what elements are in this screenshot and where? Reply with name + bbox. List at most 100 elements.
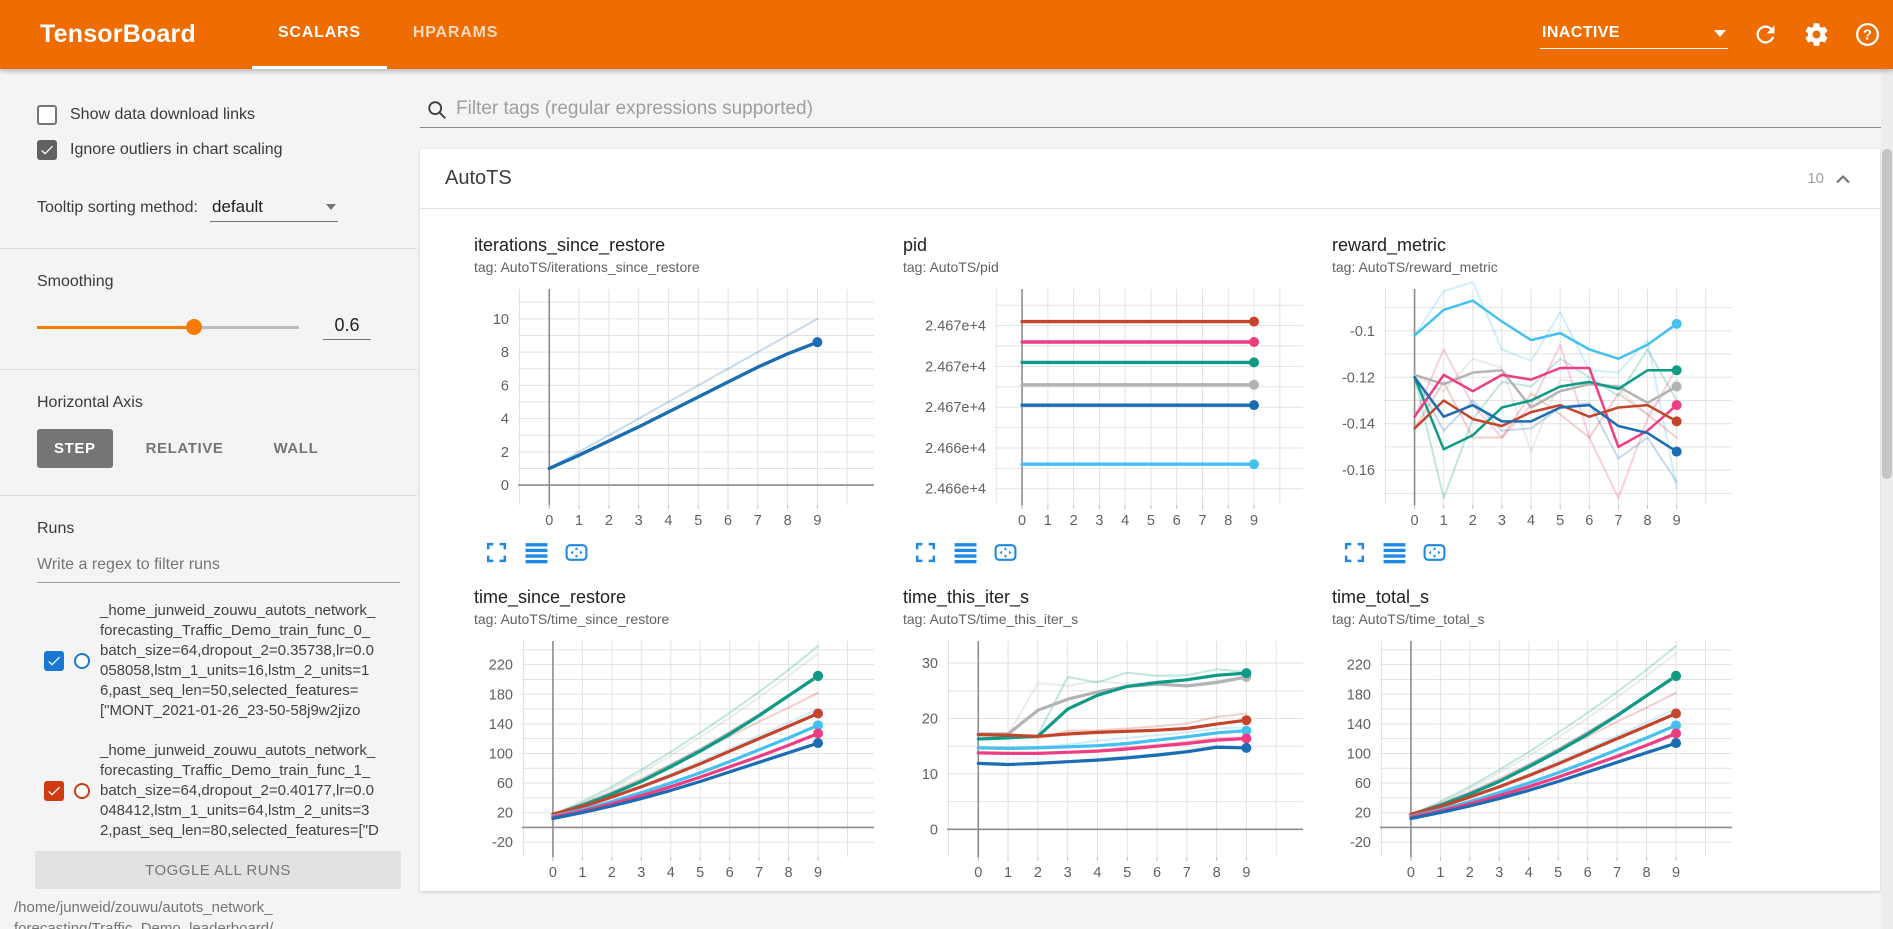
fullscreen-button-icon[interactable]: [913, 540, 938, 565]
run-filter-input[interactable]: [37, 552, 400, 583]
svg-text:5: 5: [1147, 513, 1155, 529]
svg-text:7: 7: [1183, 865, 1191, 881]
svg-text:4: 4: [501, 412, 509, 428]
fullscreen-button-icon[interactable]: [1342, 540, 1367, 565]
tab-scalars[interactable]: SCALARS: [251, 0, 387, 69]
svg-text:100: 100: [489, 746, 513, 762]
horizontal-axis-label: Horizontal Axis: [37, 394, 143, 411]
svg-text:-0.16: -0.16: [1342, 463, 1375, 479]
divider: [0, 369, 417, 370]
svg-text:1: 1: [1440, 513, 1448, 529]
svg-text:3: 3: [635, 513, 643, 529]
runs-table-button-icon[interactable]: [524, 540, 549, 565]
run-radio[interactable]: [74, 783, 90, 799]
svg-text:8: 8: [1643, 865, 1651, 881]
svg-text:2: 2: [1070, 513, 1078, 529]
app-title: TensorBoard: [40, 20, 196, 48]
chart-plot-time_since_restore[interactable]: 220 180 140 100 60 20 -20 0 1 2 3 4 5 6 7 8 9: [474, 633, 880, 883]
tooltip-sorting-select[interactable]: default: [209, 195, 338, 222]
checkbox-checked-icon[interactable]: [37, 140, 57, 160]
chart-plot-pid[interactable]: 2.467e+4 2.467e+4 2.467e+4 2.466e+4 2.466e+4…: [903, 281, 1309, 531]
svg-text:9: 9: [1673, 513, 1681, 529]
settings-sidebar: Show data download links Ignore outliers…: [0, 69, 417, 929]
axis-wall-button[interactable]: WALL: [273, 439, 319, 457]
checkbox-label: Ignore outliers in chart scaling: [70, 141, 283, 158]
runs-table-button-icon[interactable]: [1382, 540, 1407, 565]
svg-text:4: 4: [1121, 513, 1129, 529]
chart-pid: pid tag: AutoTS/pid 2.467e+4 2.467e+4 2.467e…: [893, 235, 1322, 565]
svg-text:4: 4: [667, 865, 675, 881]
checkbox-unchecked-icon[interactable]: [37, 105, 57, 125]
tag-filter-input[interactable]: [456, 96, 1873, 122]
svg-text:7: 7: [1613, 865, 1621, 881]
runs-table-button-icon[interactable]: [953, 540, 978, 565]
chart-plot-time_this_iter_s[interactable]: 30 20 10 0 0 1 2 3 4 5 6 7 8 9: [903, 633, 1309, 883]
smoothing-value-input[interactable]: 0.6: [323, 315, 371, 340]
chart-time_total_s: time_total_s tag: AutoTS/time_total_s 220 1…: [1322, 587, 1751, 891]
fit-domain-button-icon[interactable]: [564, 540, 589, 565]
axis-relative-button[interactable]: RELATIVE: [145, 439, 224, 457]
vertical-scrollbar[interactable]: [1881, 69, 1893, 929]
svg-text:6: 6: [501, 378, 509, 394]
checkbox-label: Show data download links: [70, 106, 256, 123]
svg-text:9: 9: [1242, 865, 1250, 881]
run-checkbox[interactable]: [44, 781, 64, 801]
svg-text:7: 7: [1614, 513, 1622, 529]
chart-title: pid: [903, 235, 928, 255]
log-directory-path: /home/junweid/zouwu/autots_network_ forec…: [14, 899, 274, 929]
svg-text:60: 60: [1355, 776, 1371, 792]
svg-text:?: ?: [1863, 28, 1872, 44]
smoothing-slider[interactable]: [37, 312, 299, 342]
chart-tag: tag: AutoTS/time_since_restore: [474, 611, 670, 627]
settings-gear-icon[interactable]: [1803, 21, 1830, 48]
chart-plot-iterations_since_restore[interactable]: 0 2 4 6 8 10 0 1 2 3 4 5 6 7 8 9: [474, 281, 880, 531]
svg-text:-20: -20: [492, 835, 513, 851]
fit-domain-button-icon[interactable]: [993, 540, 1018, 565]
svg-text:2: 2: [1466, 865, 1474, 881]
svg-text:2: 2: [608, 865, 616, 881]
axis-step-button[interactable]: STEP: [37, 428, 113, 468]
chart-title: reward_metric: [1332, 235, 1447, 255]
chart-plot-reward_metric[interactable]: -0.1 -0.12 -0.14 -0.16 0 1 2 3 4 5 6 7 8 9: [1332, 281, 1738, 531]
refresh-icon[interactable]: [1752, 21, 1779, 48]
fullscreen-button-icon[interactable]: [484, 540, 509, 565]
svg-text:9: 9: [814, 865, 822, 881]
chart-title: time_total_s: [1332, 587, 1430, 607]
svg-text:5: 5: [694, 513, 702, 529]
svg-text:4: 4: [664, 513, 672, 529]
run-item-1[interactable]: _home_junweid_zouwu_autots_network_ forec…: [44, 741, 417, 841]
divider: [0, 495, 417, 496]
run-item-0[interactable]: _home_junweid_zouwu_autots_network_ forec…: [44, 601, 417, 721]
slider-track[interactable]: [37, 325, 299, 329]
svg-text:7: 7: [755, 865, 763, 881]
svg-text:100: 100: [1347, 746, 1371, 762]
svg-text:6: 6: [1173, 513, 1181, 529]
run-checkbox[interactable]: [44, 651, 64, 671]
autots-card: AutoTS 10 iterations_since_restore tag: A…: [420, 149, 1880, 891]
data-status-select[interactable]: INACTIVE: [1540, 20, 1728, 49]
chart-tag: tag: AutoTS/iterations_since_restore: [474, 259, 700, 275]
svg-text:3: 3: [637, 865, 645, 881]
slider-thumb[interactable]: [186, 319, 203, 335]
ignore-outliers-checkbox-row[interactable]: Ignore outliers in chart scaling: [37, 138, 417, 162]
show-download-links-checkbox-row[interactable]: Show data download links: [37, 103, 417, 127]
scrollbar-thumb[interactable]: [1882, 149, 1892, 479]
chart-plot-time_total_s[interactable]: 220 180 140 100 60 20 -20 0 1 2 3 4 5 6 7 8 9: [1332, 633, 1738, 883]
svg-text:9: 9: [1250, 513, 1258, 529]
svg-text:7: 7: [1198, 513, 1206, 529]
help-icon[interactable]: ?: [1854, 21, 1881, 48]
chart-tag: tag: AutoTS/reward_metric: [1332, 259, 1498, 275]
chart-tag: tag: AutoTS/time_total_s: [1332, 611, 1485, 627]
autots-card-header[interactable]: AutoTS 10: [420, 149, 1880, 209]
chevron-down-icon: [1714, 29, 1726, 37]
chevron-up-icon[interactable]: [1832, 168, 1854, 190]
run-radio[interactable]: [74, 653, 90, 669]
tooltip-sorting-label: Tooltip sorting method:: [37, 199, 198, 216]
run-name: _home_junweid_zouwu_autots_network_ forec…: [100, 742, 379, 839]
toggle-all-runs-button[interactable]: TOGGLE ALL RUNS: [35, 851, 401, 889]
svg-text:6: 6: [1153, 865, 1161, 881]
fit-domain-button-icon[interactable]: [1422, 540, 1447, 565]
svg-text:2: 2: [605, 513, 613, 529]
tab-hparams[interactable]: HPARAMS: [412, 24, 499, 41]
chart-tag: tag: AutoTS/time_this_iter_s: [903, 611, 1079, 627]
